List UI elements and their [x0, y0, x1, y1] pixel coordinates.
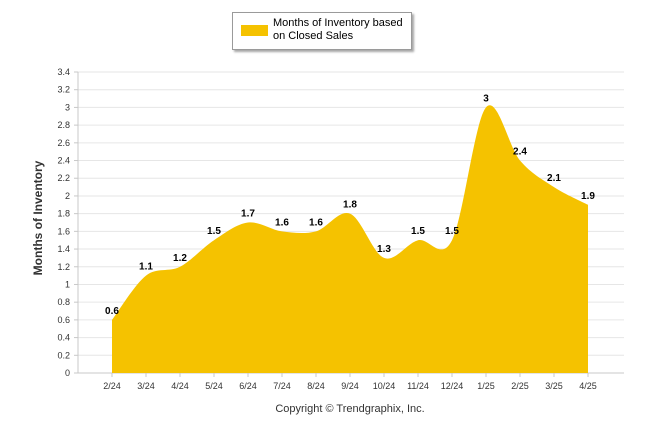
- y-tick-label: 2.2: [57, 173, 70, 183]
- y-tick-label: 2.8: [57, 120, 70, 130]
- y-tick-label: 1.2: [57, 262, 70, 272]
- y-tick-label: 2.4: [57, 156, 70, 166]
- data-label: 0.6: [105, 306, 119, 317]
- y-tick-label: 2.6: [57, 138, 70, 148]
- y-tick-label: 0.6: [57, 315, 70, 325]
- data-label: 1.2: [173, 253, 187, 264]
- x-tick-label: 4/24: [171, 381, 189, 391]
- x-tick-label: 7/24: [273, 381, 291, 391]
- copyright-caption: Copyright © Trendgraphix, Inc.: [275, 403, 424, 415]
- data-label: 1.8: [343, 200, 357, 211]
- data-label: 1.9: [581, 191, 595, 202]
- y-tick-label: 1: [65, 279, 70, 289]
- x-tick-label: 8/24: [307, 381, 325, 391]
- x-tick-label: 11/24: [407, 381, 429, 391]
- x-axis-ticks: 2/24 3/24 4/24 5/24 6/24 7/24 8/24 9/24 10/24 11/…: [103, 373, 597, 391]
- x-tick-label: 3/24: [137, 381, 155, 391]
- data-label: 1.6: [309, 217, 323, 228]
- area-fill: [112, 105, 588, 374]
- x-tick-label: 12/24: [441, 381, 464, 391]
- y-tick-label: 3: [65, 102, 70, 112]
- area-series: [112, 105, 588, 374]
- x-tick-label: 3/25: [545, 381, 563, 391]
- x-tick-label: 10/24: [373, 381, 396, 391]
- y-axis-ticks: 0 0.2 0.4 0.6 0.8 1 1.2 1.4 1.6 1.8 2 2.2 2.4 2.6 2.8 3…: [57, 67, 70, 378]
- y-tick-label: 3.4: [57, 67, 70, 77]
- y-axis-title: Months of Inventory: [31, 160, 45, 275]
- y-tick-label: 1.4: [57, 244, 70, 254]
- y-tick-label: 1.8: [57, 209, 70, 219]
- y-tick-label: 2: [65, 191, 70, 201]
- data-label: 1.3: [377, 244, 391, 255]
- data-label: 1.5: [207, 226, 221, 237]
- data-label: 1.5: [411, 226, 425, 237]
- legend-label: Months of Inventory based on Closed Sale…: [273, 17, 403, 42]
- data-label: 3: [483, 93, 489, 104]
- y-tick-label: 1.6: [57, 226, 70, 236]
- x-tick-label: 9/24: [341, 381, 359, 391]
- y-tick-label: 3.2: [57, 85, 70, 95]
- y-tick-label: 0: [65, 368, 70, 378]
- x-tick-label: 4/25: [579, 381, 597, 391]
- y-tick-label: 0.2: [57, 350, 70, 360]
- x-tick-label: 2/25: [511, 381, 529, 391]
- y-tick-label: 0.4: [57, 333, 70, 343]
- x-tick-label: 5/24: [205, 381, 223, 391]
- data-labels: 0.6 1.1 1.2 1.5 1.7 1.6 1.6 1.8 1.3 1.5 1.5 3 2.4 2.1…: [105, 93, 595, 316]
- x-tick-label: 1/25: [477, 381, 495, 391]
- x-tick-label: 6/24: [239, 381, 257, 391]
- data-label: 1.1: [139, 262, 153, 273]
- data-label: 2.1: [547, 173, 561, 184]
- legend: Months of Inventory based on Closed Sale…: [232, 12, 412, 50]
- data-label: 1.7: [241, 209, 255, 220]
- legend-swatch: [241, 25, 268, 36]
- data-label: 2.4: [513, 147, 527, 158]
- y-tick-label: 0.8: [57, 297, 70, 307]
- x-tick-label: 2/24: [103, 381, 121, 391]
- data-label: 1.6: [275, 217, 289, 228]
- data-label: 1.5: [445, 226, 459, 237]
